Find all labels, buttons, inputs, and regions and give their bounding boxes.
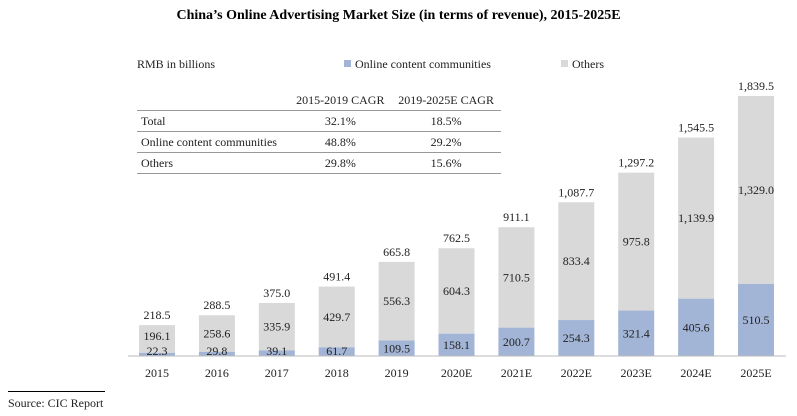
online-content-communities-label: 109.5 xyxy=(383,341,410,355)
bar-others xyxy=(139,325,175,353)
total-label: 665.8 xyxy=(383,245,410,259)
others-label: 1,139.9 xyxy=(678,211,714,225)
cagr-table: 2015-2019 CAGR 2019-2025E CAGR Total 32.1… xyxy=(137,90,501,174)
bar-others xyxy=(618,172,655,311)
bar-others xyxy=(258,302,295,351)
total-label: 375.0 xyxy=(263,286,290,300)
others-label: 1,329.0 xyxy=(738,183,774,197)
row-label: Online content communities xyxy=(141,134,277,149)
bar-others xyxy=(678,137,715,299)
row-label: Total xyxy=(141,113,166,128)
others-label: 258.6 xyxy=(203,327,230,341)
x-tick-label: 2024E xyxy=(680,366,711,380)
total-label: 1,839.5 xyxy=(738,79,774,93)
others-label: 196.1 xyxy=(144,329,171,343)
others-label: 710.5 xyxy=(503,270,530,284)
x-tick-label: 2020E xyxy=(441,366,472,380)
total-label: 911.1 xyxy=(503,210,530,224)
others-label: 975.8 xyxy=(623,235,650,249)
legend-online-content-communities: Online content communities xyxy=(344,57,491,72)
online-content-communities-label: 22.3 xyxy=(147,344,168,358)
table-header: 2015-2019 CAGR xyxy=(296,92,385,107)
total-label: 218.5 xyxy=(144,308,171,322)
cell: 29.8% xyxy=(324,155,356,170)
total-label: 1,297.2 xyxy=(618,156,654,170)
legend-label: Online content communities xyxy=(355,57,491,71)
online-content-communities-label: 510.5 xyxy=(743,313,770,327)
table-row: Total 32.1% 18.5% xyxy=(137,110,501,132)
total-label: 1,087.7 xyxy=(558,185,594,199)
x-tick-label: 2021E xyxy=(501,366,532,380)
total-label: 288.5 xyxy=(203,298,230,312)
x-tick-label: 2015 xyxy=(145,366,169,380)
online-content-communities-label: 39.1 xyxy=(266,344,287,358)
bar-online-content-communities xyxy=(738,283,774,356)
legend-swatch-gray xyxy=(561,60,568,67)
total-label: 491.4 xyxy=(323,270,350,284)
bar-others xyxy=(318,286,355,348)
bar-others xyxy=(198,315,235,352)
bar-online-content-communities xyxy=(139,352,175,356)
online-content-communities-label: 405.6 xyxy=(683,320,710,334)
table-header: 2019-2025E CAGR xyxy=(398,92,494,107)
source-divider xyxy=(8,391,105,392)
others-label: 429.7 xyxy=(323,310,350,324)
x-tick-label: 2019 xyxy=(385,366,409,380)
bar-online-content-communities xyxy=(498,327,535,356)
online-content-communities-label: 200.7 xyxy=(503,335,530,349)
x-tick-label: 2022E xyxy=(561,366,592,380)
bar-online-content-communities xyxy=(618,310,655,356)
total-label: 1,545.5 xyxy=(678,121,714,135)
others-label: 556.3 xyxy=(383,294,410,308)
bar-online-content-communities xyxy=(558,320,595,356)
bar-online-content-communities xyxy=(258,350,295,356)
y-unit-label: RMB in billions xyxy=(137,57,216,71)
cell: 48.8% xyxy=(324,134,356,149)
others-label: 833.4 xyxy=(563,254,590,268)
cell: 32.1% xyxy=(324,113,356,128)
bar-online-content-communities xyxy=(438,333,475,356)
bar-others xyxy=(438,248,475,334)
bar-others xyxy=(558,202,595,321)
legend-others: Others xyxy=(561,57,604,72)
bar-online-content-communities xyxy=(198,351,235,356)
source-note: Source: CIC Report xyxy=(8,396,104,410)
online-content-communities-label: 321.4 xyxy=(623,326,650,340)
bar-others xyxy=(378,261,415,341)
x-tick-label: 2025E xyxy=(740,366,771,380)
x-tick-label: 2016 xyxy=(205,366,229,380)
table-row: Others 29.8% 15.6% xyxy=(137,152,501,174)
online-content-communities-label: 61.7 xyxy=(326,344,347,358)
table-row: Online content communities 48.8% 29.2% xyxy=(137,131,501,153)
cell: 15.6% xyxy=(430,155,462,170)
x-tick-label: 2017 xyxy=(265,366,289,380)
online-content-communities-label: 29.8 xyxy=(206,344,227,358)
bar-online-content-communities xyxy=(678,298,715,356)
x-tick-label: 2023E xyxy=(621,366,652,380)
others-label: 604.3 xyxy=(443,284,470,298)
bar-online-content-communities xyxy=(318,347,355,356)
online-content-communities-label: 158.1 xyxy=(443,338,470,352)
cell: 18.5% xyxy=(430,113,462,128)
legend-label: Others xyxy=(572,57,604,71)
bar-others xyxy=(498,227,535,328)
cell: 29.2% xyxy=(430,134,462,149)
legend-swatch-blue xyxy=(344,60,351,67)
chart-title: China’s Online Advertising Market Size (… xyxy=(176,8,621,23)
x-tick-label: 2018 xyxy=(325,366,349,380)
online-content-communities-label: 254.3 xyxy=(563,331,590,345)
bar-others xyxy=(738,96,774,284)
bar-online-content-communities xyxy=(378,340,415,356)
total-label: 762.5 xyxy=(443,231,470,245)
others-label: 335.9 xyxy=(263,320,290,334)
row-label: Others xyxy=(141,155,173,170)
